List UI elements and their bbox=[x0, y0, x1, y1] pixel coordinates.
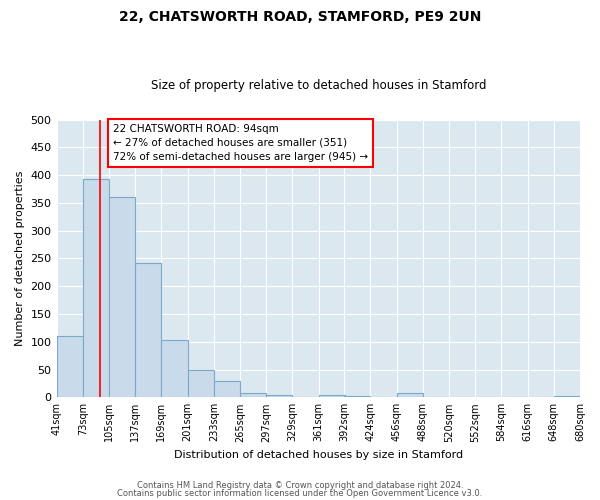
Bar bbox=[109, 198, 135, 398]
Title: Size of property relative to detached houses in Stamford: Size of property relative to detached ho… bbox=[151, 79, 486, 92]
Bar bbox=[83, 179, 109, 398]
Bar bbox=[161, 340, 188, 398]
Bar bbox=[397, 394, 423, 398]
Y-axis label: Number of detached properties: Number of detached properties bbox=[15, 170, 25, 346]
Bar bbox=[56, 336, 83, 398]
Bar bbox=[319, 394, 345, 398]
Bar bbox=[266, 394, 292, 398]
X-axis label: Distribution of detached houses by size in Stamford: Distribution of detached houses by size … bbox=[174, 450, 463, 460]
Bar bbox=[135, 263, 161, 398]
Bar bbox=[214, 380, 240, 398]
Text: Contains public sector information licensed under the Open Government Licence v3: Contains public sector information licen… bbox=[118, 488, 482, 498]
Text: Contains HM Land Registry data © Crown copyright and database right 2024.: Contains HM Land Registry data © Crown c… bbox=[137, 481, 463, 490]
Text: 22 CHATSWORTH ROAD: 94sqm
← 27% of detached houses are smaller (351)
72% of semi: 22 CHATSWORTH ROAD: 94sqm ← 27% of detac… bbox=[113, 124, 368, 162]
Bar bbox=[344, 396, 370, 398]
Bar bbox=[554, 396, 580, 398]
Bar bbox=[188, 370, 214, 398]
Text: 22, CHATSWORTH ROAD, STAMFORD, PE9 2UN: 22, CHATSWORTH ROAD, STAMFORD, PE9 2UN bbox=[119, 10, 481, 24]
Bar bbox=[240, 393, 266, 398]
